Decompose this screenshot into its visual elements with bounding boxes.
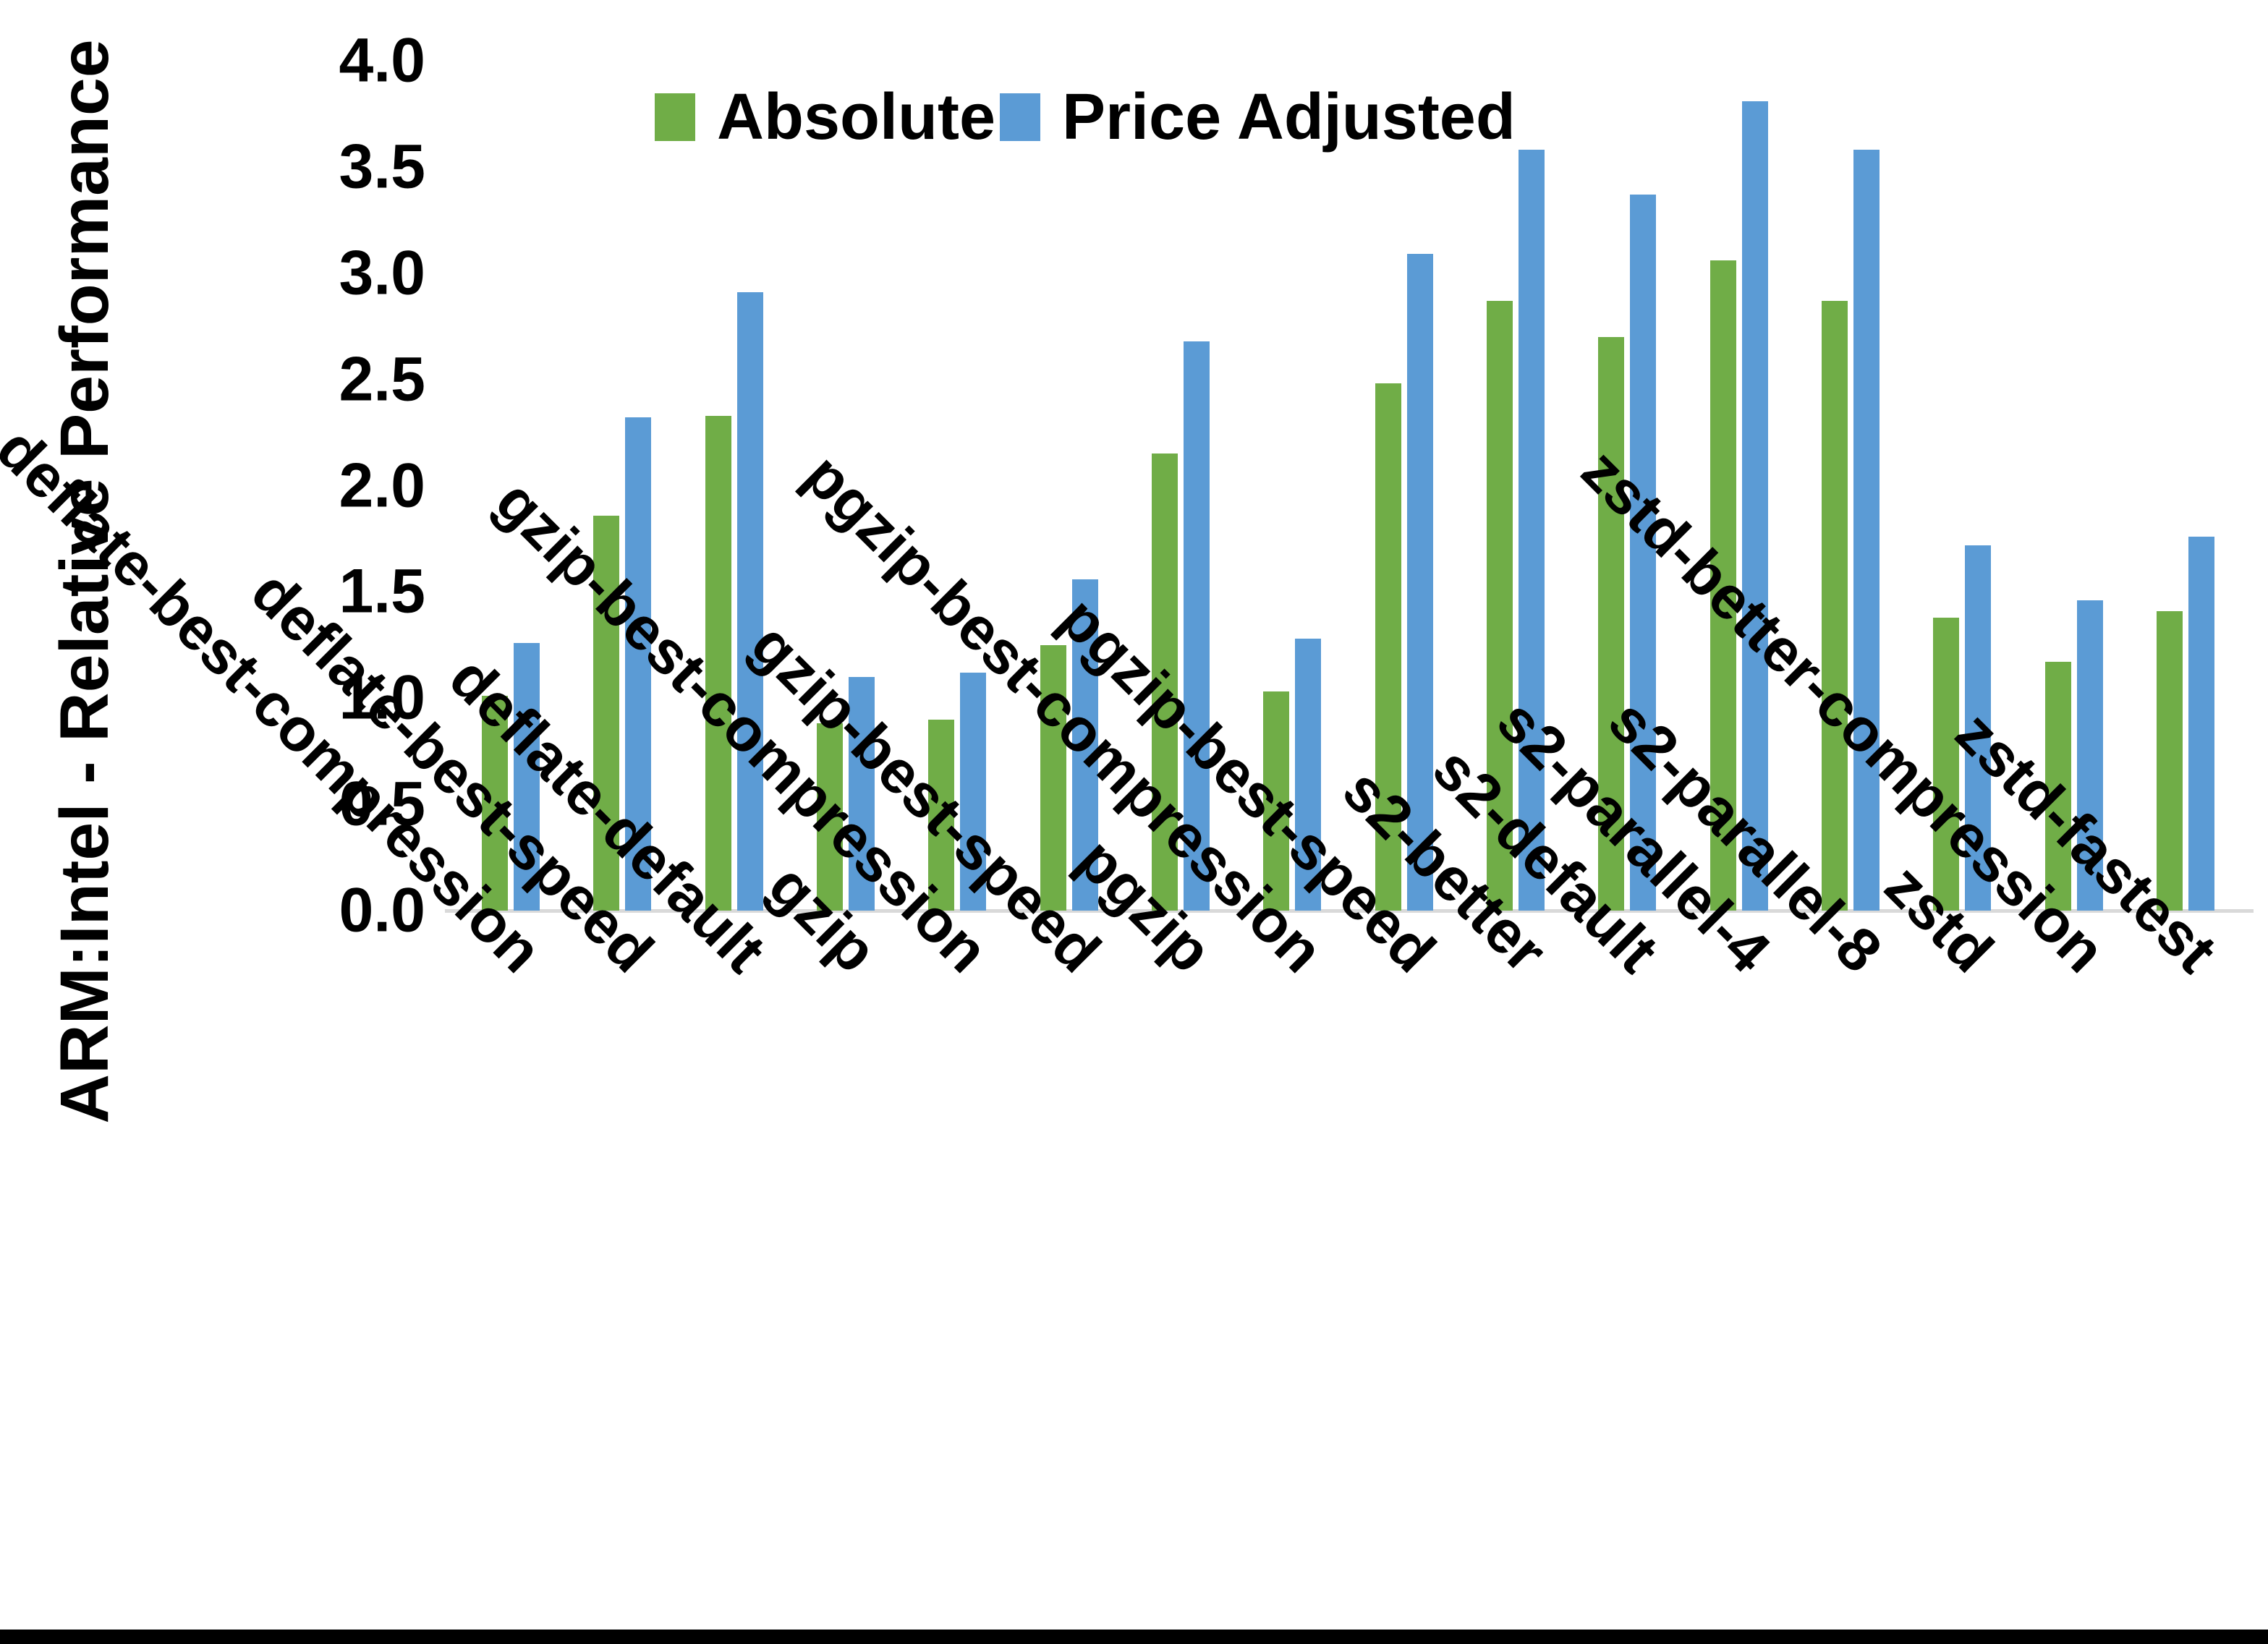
bar-price-adjusted-pgzip [1183, 341, 1210, 911]
y-tick-label-2.0: 2.0 [339, 451, 425, 520]
x-axis-line [445, 909, 2254, 913]
legend-swatch-price-adjusted-icon [1000, 93, 1040, 141]
bar-absolute-gzip [816, 723, 843, 911]
bar-price-adjusted-deflate-best-speed [625, 417, 652, 911]
bar-absolute-s2-parallel-8 [1821, 301, 1848, 911]
bar-price-adjusted-s2-default [1630, 195, 1657, 911]
bar-price-adjusted-zstd-fastest [2188, 537, 2214, 911]
bar-absolute-s2-default [1598, 337, 1625, 911]
bar-absolute-zstd-better-compression [2044, 662, 2071, 911]
bar-price-adjusted-s2-parallel-8 [1853, 150, 1880, 911]
bar-price-adjusted-deflate-default [736, 292, 763, 911]
bar-absolute-s2-better [1486, 301, 1513, 911]
y-tick-label-3.0: 3.0 [339, 238, 425, 308]
bar-price-adjusted-gzip-best-speed [1071, 579, 1098, 911]
bar-price-adjusted-pgzip-best-speed [1406, 254, 1433, 911]
y-tick-label-4.0: 4.0 [339, 25, 425, 95]
bar-absolute-zstd-fastest [2156, 611, 2183, 911]
bar-absolute-pgzip [1151, 453, 1178, 911]
y-tick-label-3.5: 3.5 [339, 132, 425, 202]
legend-label-price-adjusted: Price Adjusted [1062, 81, 1516, 153]
bottom-border-strip [0, 1630, 2268, 1644]
legend-entry-absolute: Absolute [655, 81, 996, 153]
bar-absolute-gzip-best-compression [928, 720, 955, 911]
legend-label-absolute: Absolute [717, 81, 996, 153]
y-tick-label-0.5: 0.5 [339, 769, 425, 839]
bar-price-adjusted-gzip [848, 677, 875, 911]
y-tick-label-1.5: 1.5 [339, 556, 425, 626]
bar-absolute-pgzip-best-compression [1263, 691, 1290, 911]
bar-price-adjusted-zstd [1965, 545, 1992, 911]
legend-swatch-absolute-icon [655, 93, 695, 141]
legend-entry-price-adjusted: Price Adjusted [1000, 81, 1516, 153]
bar-price-adjusted-pgzip-best-compression [1295, 639, 1322, 911]
y-tick-label-2.5: 2.5 [339, 344, 425, 414]
y-tick-label-0.0: 0.0 [339, 875, 425, 945]
y-tick-label-1.0: 1.0 [339, 663, 425, 733]
bar-absolute-gzip-best-speed [1040, 645, 1066, 911]
bar-price-adjusted-s2-parallel-4 [1741, 101, 1768, 911]
bar-absolute-deflate-best-compression [482, 696, 508, 911]
bar-absolute-zstd [1933, 618, 1960, 911]
bar-absolute-deflate-default [705, 416, 731, 911]
bar-price-adjusted-s2-better [1518, 150, 1545, 911]
bar-price-adjusted-zstd-better-compression [2076, 600, 2103, 911]
bar-price-adjusted-gzip-best-compression [960, 673, 987, 911]
bar-absolute-s2-parallel-4 [1710, 260, 1736, 911]
bar-absolute-pgzip-best-speed [1375, 383, 1401, 911]
bar-absolute-deflate-best-speed [593, 516, 620, 911]
bar-price-adjusted-deflate-best-compression [514, 643, 540, 911]
